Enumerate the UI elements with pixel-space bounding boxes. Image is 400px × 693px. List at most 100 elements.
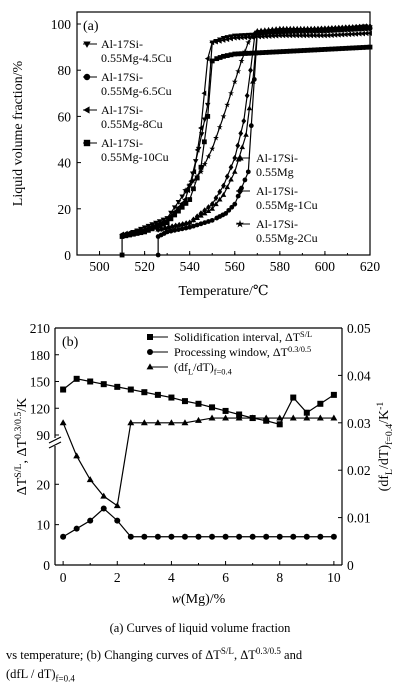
y-axis-label: Liquid volume fraction/% bbox=[11, 60, 26, 206]
data-point bbox=[245, 32, 252, 38]
data-point bbox=[308, 25, 314, 31]
legend-label: 0.55Mg-4.5Cu bbox=[101, 51, 172, 65]
data-point bbox=[332, 46, 338, 52]
axis-break bbox=[48, 441, 62, 449]
data-point bbox=[149, 226, 155, 232]
data-point bbox=[248, 67, 253, 74]
data-point bbox=[172, 212, 178, 218]
data-point bbox=[238, 57, 245, 64]
data-point bbox=[263, 50, 269, 55]
data-point bbox=[242, 177, 248, 183]
data-point bbox=[232, 201, 238, 207]
data-point bbox=[276, 414, 284, 421]
data-point bbox=[304, 25, 311, 31]
data-point bbox=[119, 231, 124, 237]
data-point bbox=[343, 45, 349, 51]
data-point bbox=[160, 221, 166, 227]
data-point bbox=[254, 28, 261, 33]
legend-label: 0.55Mg-8Cu bbox=[101, 117, 163, 131]
data-point bbox=[190, 217, 197, 223]
data-point bbox=[246, 105, 253, 111]
data-point bbox=[363, 30, 369, 37]
data-point bbox=[156, 219, 163, 224]
data-point bbox=[206, 219, 211, 224]
data-point bbox=[303, 533, 310, 540]
data-point bbox=[182, 196, 188, 203]
data-point bbox=[315, 25, 321, 31]
data-point bbox=[86, 476, 94, 483]
data-point bbox=[213, 134, 219, 141]
data-point bbox=[130, 229, 137, 235]
series-square bbox=[60, 375, 337, 428]
series-triangle-up bbox=[59, 414, 338, 509]
data-point bbox=[216, 124, 223, 130]
data-point bbox=[245, 169, 251, 175]
y-right-tick-label: 0.01 bbox=[347, 511, 371, 526]
y-left-tick-label: 20 bbox=[37, 477, 51, 492]
data-point bbox=[263, 533, 270, 540]
y-left-axis-label: ΔTS/L, ΔT0.3/0.5/K bbox=[13, 398, 30, 496]
data-point bbox=[224, 35, 231, 40]
data-point bbox=[301, 48, 307, 53]
data-point bbox=[224, 173, 230, 180]
data-point bbox=[168, 216, 174, 222]
data-point bbox=[183, 201, 189, 206]
legend-marker bbox=[147, 334, 153, 340]
data-point bbox=[164, 220, 170, 226]
data-point bbox=[87, 378, 94, 385]
x-axis-label: w(Mg)/% bbox=[172, 592, 226, 607]
data-point bbox=[322, 32, 327, 39]
legend-label: Al-17Si- bbox=[101, 136, 143, 150]
legend-marker bbox=[83, 41, 91, 48]
data-point bbox=[100, 505, 107, 512]
data-point bbox=[277, 49, 283, 55]
data-point bbox=[265, 26, 272, 32]
data-point bbox=[113, 502, 121, 509]
data-point bbox=[291, 48, 297, 54]
data-point bbox=[339, 46, 345, 51]
data-point bbox=[287, 48, 293, 54]
data-point bbox=[273, 49, 279, 55]
legend-b: Solidification interval, ΔTS/LProcessing… bbox=[146, 330, 312, 377]
data-point bbox=[335, 32, 341, 38]
data-point bbox=[297, 32, 303, 39]
data-point bbox=[336, 46, 342, 52]
data-point bbox=[221, 53, 226, 59]
data-point bbox=[209, 40, 215, 46]
data-point bbox=[229, 204, 235, 210]
data-point bbox=[249, 32, 256, 39]
figure: 500 520 540 560 580 600 620020406080100Tempera… bbox=[11, 11, 395, 607]
data-point bbox=[305, 47, 310, 53]
data-point bbox=[172, 227, 178, 233]
data-point bbox=[206, 204, 211, 211]
data-point bbox=[127, 419, 135, 426]
data-point bbox=[126, 229, 132, 236]
data-point bbox=[238, 130, 244, 137]
data-point bbox=[171, 205, 178, 211]
data-point bbox=[342, 31, 348, 38]
data-point bbox=[119, 252, 125, 258]
data-point bbox=[204, 55, 210, 62]
data-point bbox=[269, 26, 276, 32]
legend-label: Al-17Si- bbox=[256, 184, 298, 198]
data-point bbox=[298, 48, 304, 54]
data-point bbox=[189, 171, 196, 177]
data-point bbox=[205, 153, 212, 159]
data-point bbox=[290, 32, 296, 39]
data-point bbox=[232, 154, 238, 162]
y-left-tick-label: 0 bbox=[43, 558, 50, 573]
legend-left: Al-17Si-0.55Mg-4.5CuAl-17Si-0.55Mg-6.5Cu… bbox=[83, 37, 172, 164]
data-point bbox=[214, 56, 220, 62]
panel-b: 0 2 4 6 8 10 90 120 150 180 210 0 10 20 0 0.01 0.02 0.03 0… bbox=[13, 321, 395, 607]
data-point bbox=[160, 217, 167, 223]
data-point bbox=[315, 32, 320, 39]
data-point bbox=[249, 414, 257, 421]
data-point bbox=[187, 197, 193, 202]
data-point bbox=[303, 414, 311, 421]
data-point bbox=[217, 55, 223, 60]
data-point bbox=[356, 31, 362, 37]
y-tick-label: 100 bbox=[51, 17, 72, 32]
data-point bbox=[178, 200, 184, 207]
panel-a-frame bbox=[76, 11, 371, 256]
caption-line-1: (a) Curves of liquid volume fraction bbox=[109, 621, 291, 635]
